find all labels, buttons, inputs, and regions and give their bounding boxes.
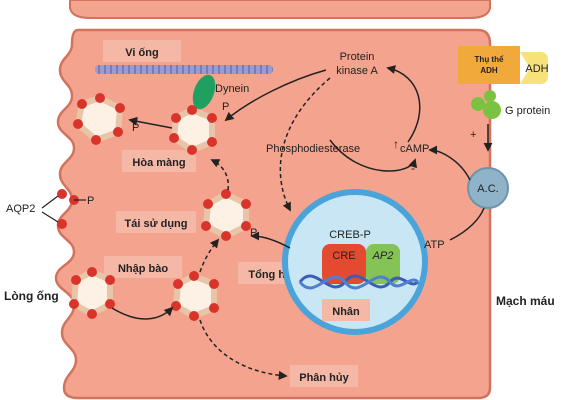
- long-ong-label: Lòng ống: [4, 289, 59, 303]
- ac-label: A.C.: [477, 183, 498, 195]
- tai-su-dung-label: Tái sử dụng: [125, 218, 188, 230]
- pka-label-line1: Protein: [340, 51, 375, 63]
- microtubule: [95, 65, 273, 74]
- mach-mau-label: Mạch máu: [496, 294, 555, 308]
- camp-label: cAMP: [400, 143, 429, 155]
- creb-p-label: CREB-P: [329, 229, 371, 241]
- vi-ong-label: Vi ống: [125, 47, 158, 59]
- adh-receptor: [458, 46, 520, 84]
- g-protein-label: G protein: [505, 105, 550, 117]
- phosphodiesterase-label: Phosphodiesterase: [266, 143, 360, 155]
- p-label-vesicle-1: P: [132, 122, 139, 134]
- cre-label: CRE: [332, 250, 355, 262]
- aqp2-pointer-b: [42, 212, 58, 222]
- receptor-label-line2: ADH: [480, 66, 498, 75]
- gprotein-plus: +: [470, 129, 476, 141]
- hoa-mang-label: Hòa màng: [132, 157, 185, 169]
- aqp2-label: AQP2: [6, 203, 35, 215]
- p-label-vesicle-2: P: [222, 101, 229, 113]
- p-label-aqp2: P: [87, 195, 94, 207]
- atp-label: ATP: [424, 239, 445, 251]
- camp-up-arrow: ↑: [393, 137, 399, 151]
- dynein-label: Dynein: [215, 83, 249, 95]
- upper-cell: [70, 0, 490, 18]
- nhap-bao-label: Nhập bào: [118, 263, 168, 275]
- nhan-label: Nhân: [332, 306, 360, 318]
- receptor-label-line1: Thụ thể: [475, 55, 504, 64]
- aqp2-pointer-a: [42, 196, 58, 208]
- adh-label: ADH: [525, 63, 548, 75]
- ap2-label: AP2: [372, 250, 394, 262]
- phan-huy-label: Phân hủy: [299, 372, 349, 384]
- pka-label-line2: kinase A: [336, 65, 378, 77]
- p-label-vesicle-3: P: [250, 227, 257, 239]
